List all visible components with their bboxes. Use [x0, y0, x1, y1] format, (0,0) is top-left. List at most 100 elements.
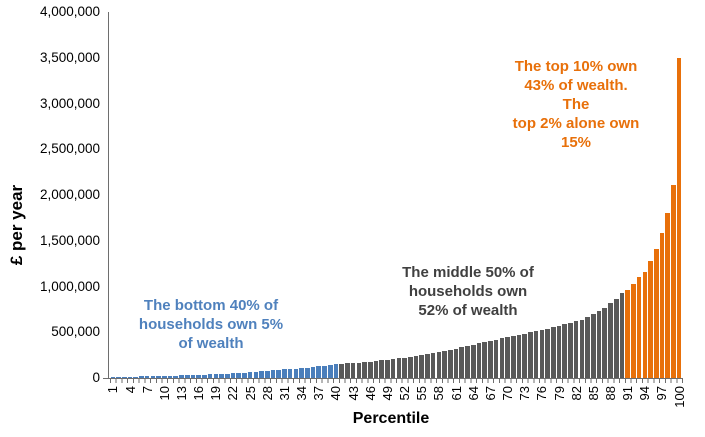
y-tick-label: 4,000,000 — [39, 4, 100, 19]
bar-percentile-73 — [522, 334, 527, 378]
bar-percentile-100 — [676, 58, 682, 378]
bar-percentile-79 — [556, 326, 562, 378]
x-tick-label: 10 — [156, 386, 172, 401]
bar-percentile-7 — [144, 376, 150, 378]
bar-percentile-78 — [551, 327, 556, 378]
x-tick-label: 37 — [311, 386, 327, 401]
x-tick-label: 1 — [105, 386, 121, 394]
x-axis-tick-marks — [110, 379, 683, 383]
x-tick-label: 58 — [431, 386, 447, 401]
bar-percentile-37 — [316, 366, 322, 378]
bar-percentile-4 — [127, 377, 133, 378]
bar-percentile-51 — [396, 358, 402, 378]
bar-percentile-5 — [133, 377, 139, 378]
x-tick-label: 7 — [139, 386, 155, 394]
y-tick-label: 500,000 — [51, 324, 100, 339]
x-tick-label: 28 — [259, 386, 275, 401]
plot-area — [110, 12, 682, 378]
bar-percentile-56 — [425, 354, 430, 378]
x-tick-label: 67 — [482, 386, 498, 401]
bar-percentile-52 — [402, 358, 407, 378]
bar-percentile-60 — [448, 350, 453, 378]
x-axis-title: Percentile — [352, 410, 430, 427]
bar-percentile-61 — [453, 349, 459, 378]
bar-percentile-2 — [116, 377, 121, 378]
bar-percentile-99 — [671, 185, 676, 378]
bar-percentile-14 — [184, 375, 190, 378]
bar-percentile-6 — [139, 376, 144, 378]
bar-percentile-17 — [202, 375, 207, 378]
y-tick-label: 3,000,000 — [39, 96, 100, 111]
bar-percentile-38 — [322, 366, 327, 378]
x-tick-label: 88 — [603, 386, 618, 401]
bar-percentile-20 — [219, 374, 224, 378]
bar-percentile-50 — [390, 359, 396, 378]
bar-percentile-1 — [110, 377, 116, 378]
bar-percentile-88 — [608, 303, 613, 378]
bar-percentile-90 — [619, 293, 625, 378]
bar-percentile-31 — [282, 369, 287, 378]
y-tick-label: 1,500,000 — [39, 233, 100, 248]
bar-percentile-15 — [190, 375, 196, 378]
x-tick-label: 55 — [414, 386, 430, 401]
bar-percentile-33 — [293, 369, 299, 378]
bar-percentile-45 — [362, 362, 367, 378]
bar-percentile-8 — [150, 376, 156, 378]
bar-percentile-84 — [585, 317, 590, 378]
bar-percentile-42 — [345, 363, 350, 378]
bar-percentile-98 — [665, 213, 670, 378]
bar-percentile-54 — [413, 356, 419, 378]
bar-percentile-67 — [488, 341, 493, 378]
bar-percentile-91 — [625, 290, 630, 378]
y-tick-label: 2,500,000 — [39, 141, 100, 156]
middle-50-annotation: The middle 50% of households own 52% of … — [402, 264, 534, 319]
bar-percentile-57 — [430, 353, 436, 378]
bar-percentile-75 — [533, 331, 539, 378]
bar-percentile-10 — [162, 376, 167, 378]
bar-percentile-39 — [327, 365, 333, 378]
x-tick-label: 34 — [294, 386, 310, 401]
bar-percentile-25 — [247, 372, 253, 378]
y-tick-label: 1,000,000 — [39, 279, 100, 294]
x-tick-label: 82 — [568, 386, 584, 401]
bar-percentile-80 — [562, 324, 568, 378]
bar-percentile-66 — [482, 342, 487, 378]
bar-percentile-82 — [573, 321, 579, 378]
bar-percentile-70 — [505, 337, 510, 378]
x-tick-label: 64 — [465, 386, 481, 401]
bar-percentile-24 — [242, 373, 247, 378]
bar-percentile-86 — [596, 311, 602, 378]
x-tick-label: 94 — [637, 386, 653, 401]
bar-percentile-87 — [602, 308, 608, 378]
bar-percentile-93 — [636, 277, 642, 378]
bar-percentile-65 — [476, 343, 482, 378]
bar-percentile-32 — [287, 369, 293, 378]
bar-percentile-30 — [276, 370, 282, 378]
x-tick-label: 70 — [500, 386, 516, 401]
bar-percentile-47 — [373, 361, 379, 378]
bar-percentile-69 — [499, 338, 505, 378]
bar-percentile-27 — [259, 371, 264, 378]
bar-percentile-21 — [224, 374, 230, 378]
bar-percentile-58 — [436, 352, 442, 378]
bar-percentile-74 — [528, 332, 533, 378]
bar-percentile-22 — [230, 373, 236, 378]
bar-percentile-89 — [613, 299, 619, 378]
bar-percentile-53 — [408, 357, 413, 378]
x-tick-label: 76 — [534, 386, 550, 401]
bottom-40-annotation: The bottom 40% of households own 5% of w… — [138, 297, 284, 352]
bar-percentile-44 — [356, 363, 362, 378]
x-tick-label: 61 — [448, 386, 464, 401]
bar-percentile-3 — [122, 377, 127, 378]
bar-percentile-83 — [579, 320, 585, 378]
bar-percentile-59 — [442, 351, 447, 378]
bar-percentile-77 — [545, 329, 550, 378]
bar-percentile-62 — [459, 347, 465, 378]
bar-percentile-96 — [653, 249, 659, 378]
bar-percentile-13 — [179, 375, 184, 378]
bar-percentile-71 — [510, 336, 516, 378]
bar-percentile-72 — [516, 335, 522, 378]
bar-percentile-9 — [156, 376, 161, 378]
bar-percentile-63 — [465, 346, 470, 378]
